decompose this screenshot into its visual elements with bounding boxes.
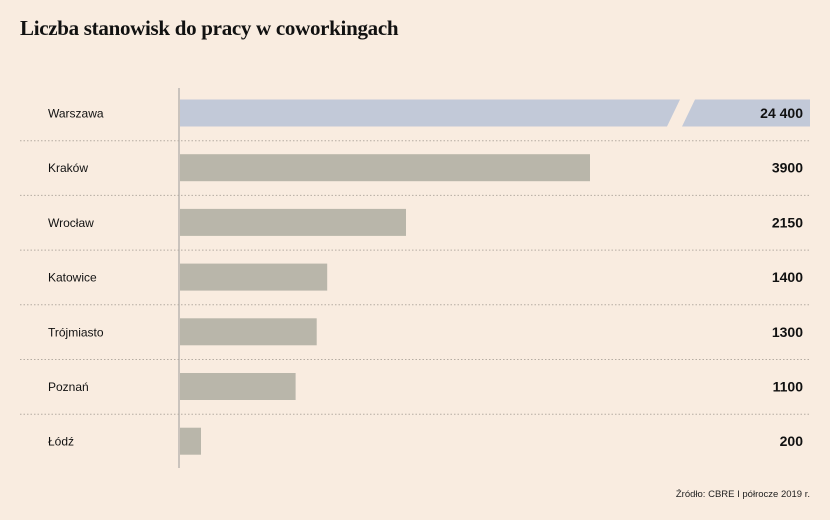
category-label: Poznań [48, 380, 89, 394]
category-label: Wrocław [48, 216, 94, 230]
category-label: Łódź [48, 435, 74, 449]
category-label: Warszawa [48, 107, 104, 121]
bar [180, 427, 201, 455]
category-label: Kraków [48, 161, 88, 175]
chart-title: Liczba stanowisk do pracy w coworkingach [20, 16, 399, 40]
bar-warszawa-right [682, 99, 810, 127]
value-label: 200 [780, 433, 804, 449]
bar [180, 154, 590, 182]
value-label: 1400 [772, 269, 803, 285]
source-note: Źródło: CBRE I półrocze 2019 r. [675, 489, 810, 500]
category-label: Trójmiasto [48, 325, 104, 339]
value-label: 2150 [772, 214, 803, 230]
bar [180, 208, 406, 236]
bar [180, 318, 317, 346]
value-label: 1300 [772, 324, 803, 340]
bar-warszawa-left [180, 99, 680, 127]
value-label: 3900 [772, 160, 803, 176]
category-label: Katowice [48, 271, 97, 285]
bar [180, 373, 296, 400]
value-label: 1100 [773, 379, 804, 395]
value-label: 24 400 [760, 105, 803, 121]
bar [180, 263, 328, 291]
